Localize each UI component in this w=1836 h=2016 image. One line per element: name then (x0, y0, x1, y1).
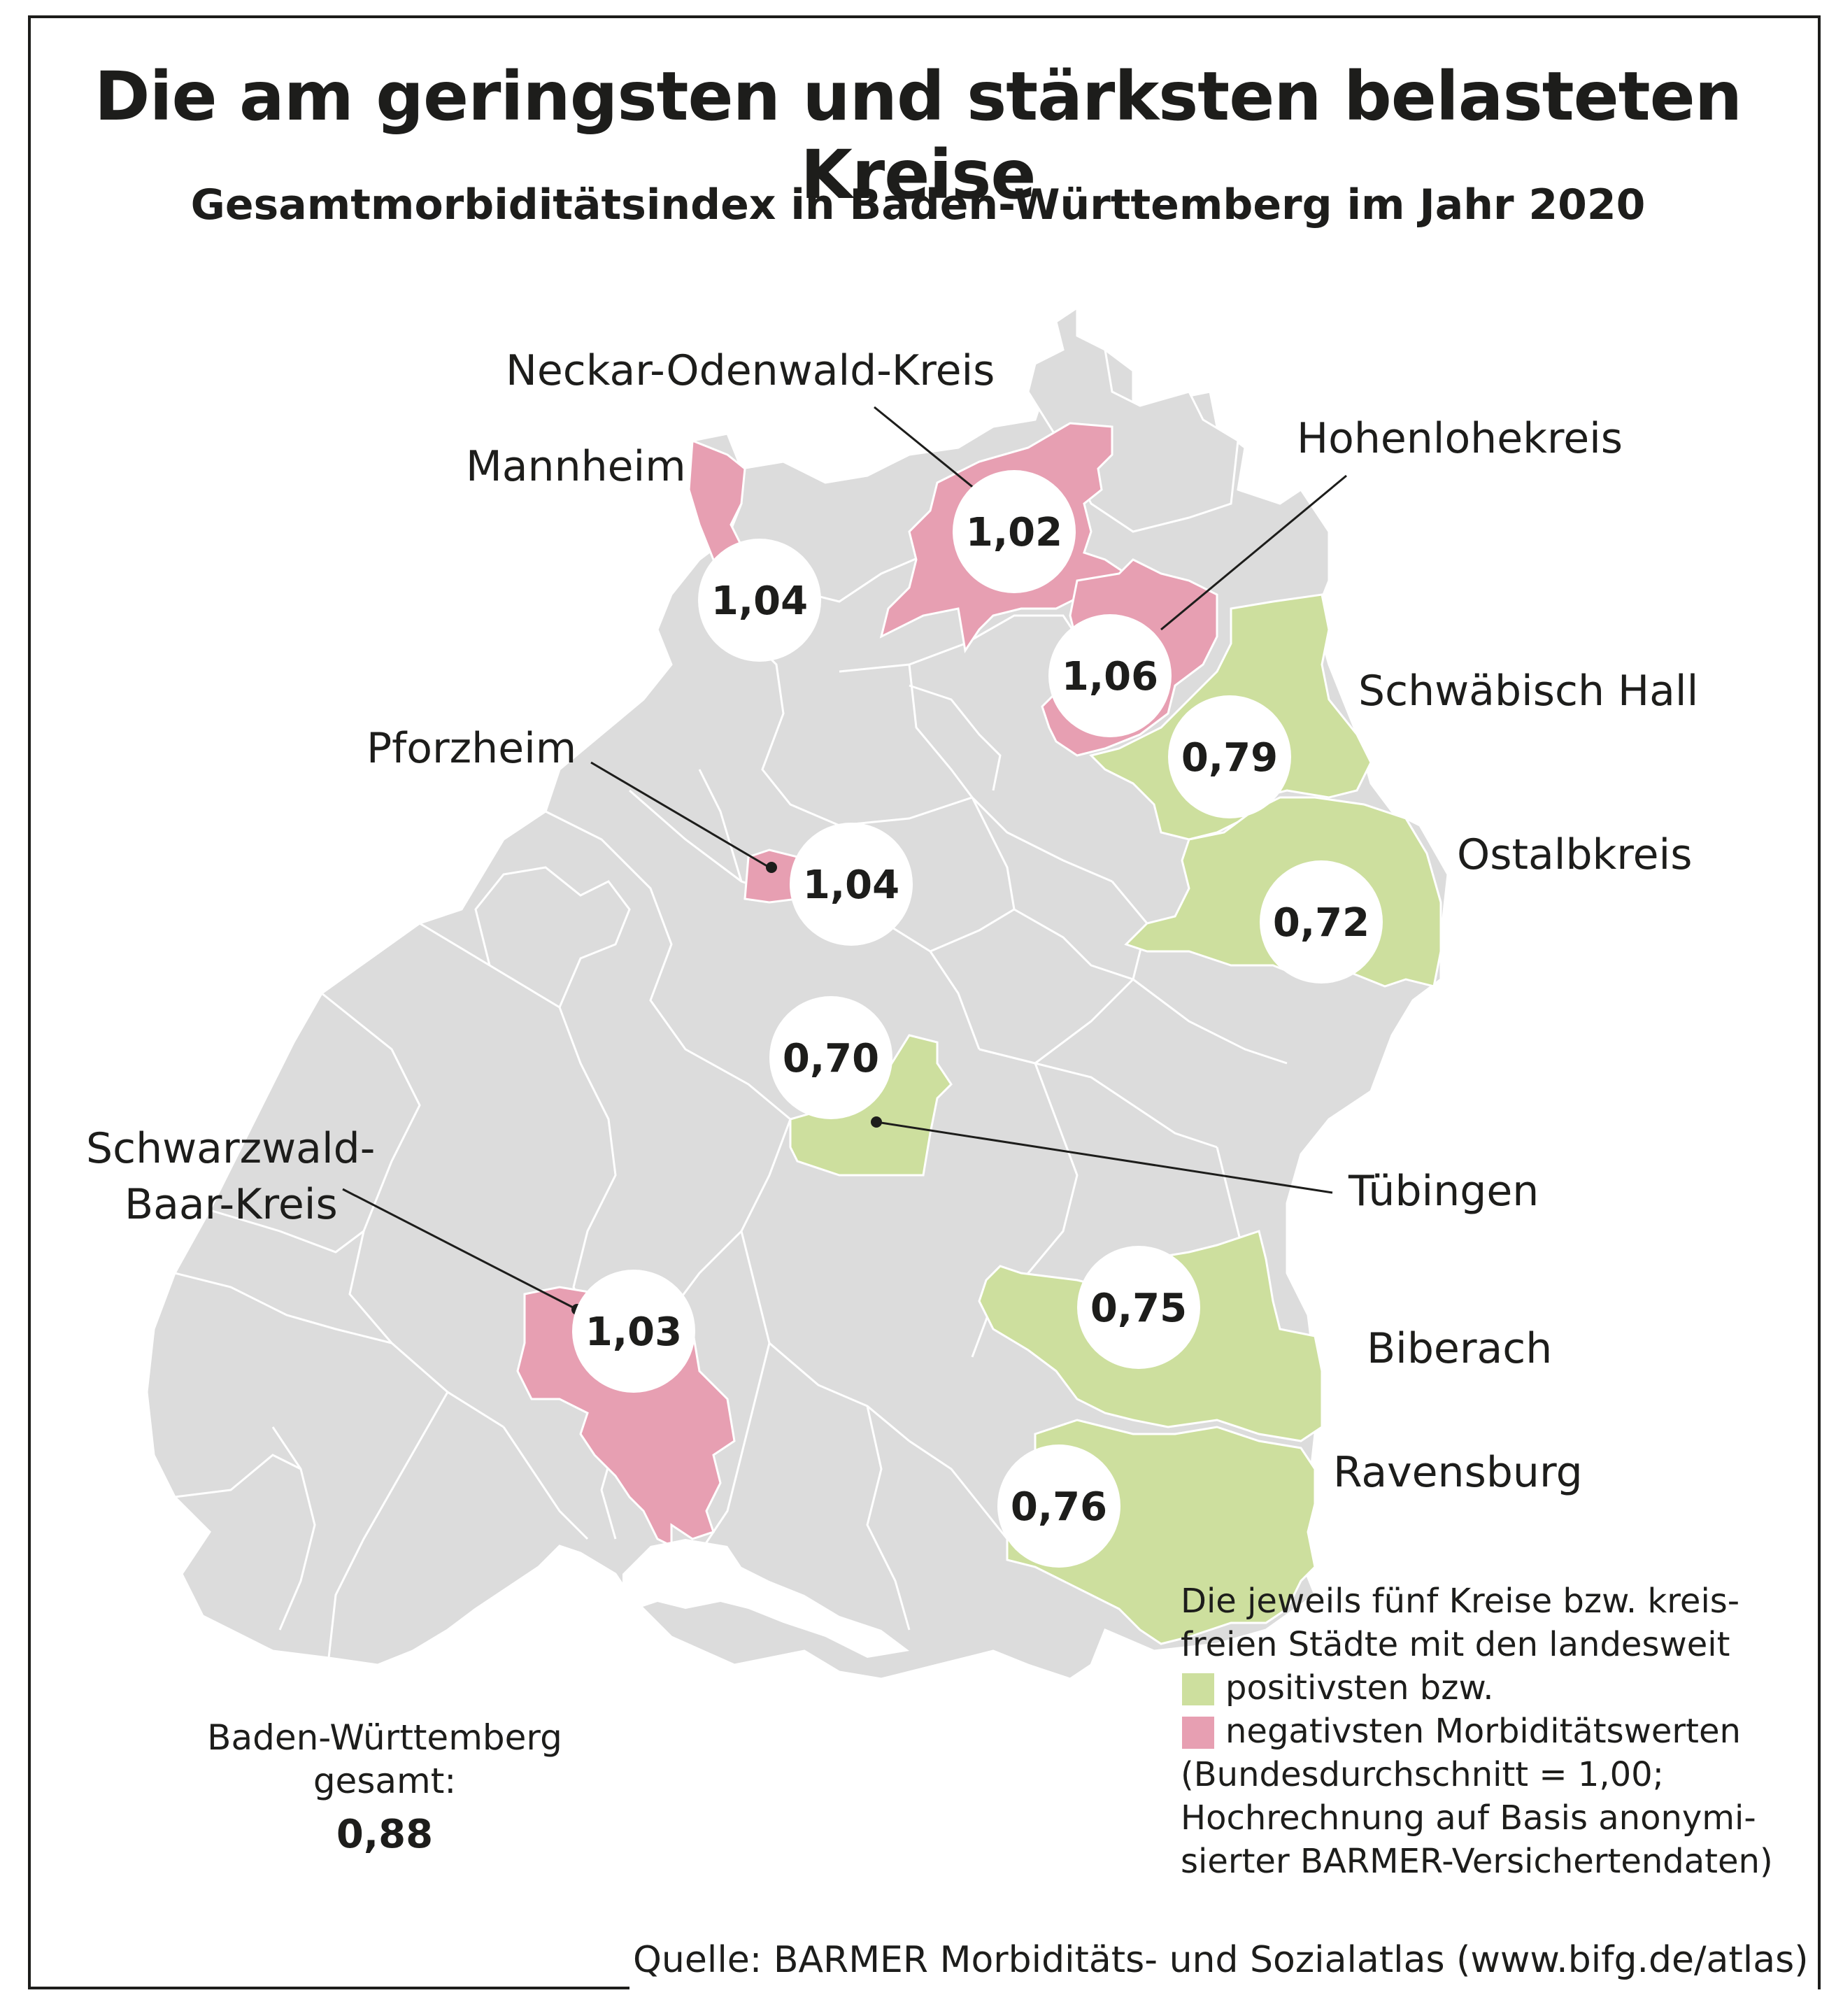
total-label-line-2: gesamt: (313, 1761, 457, 1801)
value-hohenlohe: 1,06 (1062, 654, 1158, 700)
label-mannheim: Mannheim (466, 442, 686, 491)
bubble-tuebingen (769, 996, 892, 1119)
outer-frame (28, 15, 1821, 1989)
bubble-schwarzwald-baar (572, 1270, 695, 1393)
district-borders (174, 551, 1288, 1659)
label-schwarzwald-line2: Baar-Kreis (124, 1180, 338, 1229)
legend-positive-swatch (1182, 1673, 1214, 1705)
bubble-pforzheim (790, 823, 913, 946)
source-note: Quelle: BARMER Morbiditäts- und Sozialat… (633, 1939, 1809, 1981)
bubble-ostalbkreis (1260, 860, 1383, 984)
value-biberach: 0,75 (1090, 1286, 1187, 1331)
legend-line-5: (Bundesdurchschnitt = 1,00; (1181, 1755, 1664, 1794)
label-hohenlohekreis: Hohenlohekreis (1297, 414, 1623, 463)
bubble-schwaebisch-hall (1168, 695, 1291, 818)
legend-negative-label: negativsten Morbiditätswerten (1225, 1712, 1741, 1751)
label-schwaebisch-hall: Schwäbisch Hall (1358, 667, 1698, 716)
value-pforzheim: 1,04 (803, 863, 899, 908)
label-tuebingen: Tübingen (1348, 1167, 1539, 1216)
bubble-ravensburg (997, 1444, 1120, 1568)
pforzheim-dot (766, 862, 777, 873)
leader-lines (342, 406, 1347, 1311)
legend-line-2: freien Städte mit den landesweit (1181, 1625, 1730, 1664)
bubble-mannheim (698, 539, 821, 662)
lake-constance (622, 1539, 909, 1658)
value-ostalbkreis: 0,72 (1273, 900, 1369, 946)
legend-line-1: Die jeweils fünf Kreise bzw. kreis- (1181, 1582, 1740, 1621)
page-subtitle: Gesamtmorbiditätsindex in Baden-Württemb… (190, 180, 1646, 229)
value-mannheim: 1,04 (711, 578, 808, 624)
frame-bottom-line (28, 1987, 629, 1989)
total-label-line-1: Baden-Württemberg (207, 1717, 562, 1758)
legend-line-7: sierter BARMER-Versichertendaten) (1181, 1842, 1773, 1881)
value-ravensburg: 0,76 (1011, 1484, 1107, 1530)
value-neckar-odenwald: 1,02 (966, 510, 1062, 555)
value-schwaebisch-hall: 0,79 (1181, 735, 1278, 781)
bubble-hohenlohe (1048, 614, 1172, 737)
legend-positive-label: positivsten bzw. (1225, 1668, 1494, 1708)
value-tuebingen: 0,70 (783, 1036, 879, 1081)
legend-negative-swatch (1182, 1717, 1214, 1749)
bubble-biberach (1077, 1246, 1200, 1369)
region-labels: Neckar-Odenwald-Kreis Mannheim Hohenlohe… (86, 346, 1698, 1497)
value-bubbles: 1,04 1,02 1,06 0,79 1,04 0,72 0,70 1,03 … (572, 470, 1383, 1568)
label-biberach: Biberach (1367, 1324, 1552, 1373)
total-value: 0,88 (336, 1812, 434, 1857)
label-ravensburg: Ravensburg (1333, 1448, 1583, 1497)
value-schwarzwald-baar: 1,03 (585, 1309, 682, 1355)
tuebingen-dot (871, 1116, 882, 1128)
label-schwarzwald-line1: Schwarzwald- (86, 1124, 375, 1173)
label-ostalbkreis: Ostalbkreis (1457, 830, 1692, 879)
label-pforzheim: Pforzheim (367, 724, 576, 773)
legend-line-6: Hochrechnung auf Basis anonymi- (1181, 1798, 1756, 1838)
label-neckar-odenwald-kreis: Neckar-Odenwald-Kreis (506, 346, 995, 395)
bubble-neckar-odenwald (953, 470, 1076, 593)
page-title: Die am geringsten und stärksten belastet… (94, 57, 1742, 214)
